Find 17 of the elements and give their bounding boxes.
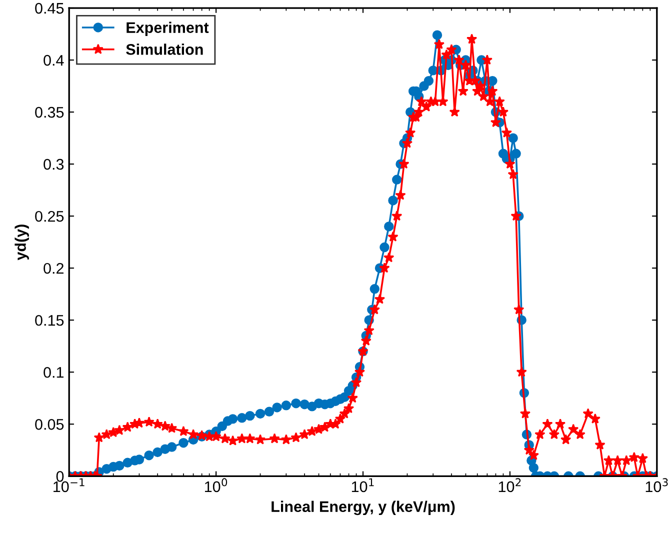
y-tick-label: 0.1 [44,366,64,378]
y-tick-label: 0.3 [44,158,64,170]
y-axis-title: yd(y) [14,224,29,260]
x-tick-label: 10$^{0}$ [205,478,228,492]
y-tick-label: 0.05 [35,419,64,430]
y-tick-label: 0.35 [35,106,64,118]
legend-label: Experiment [126,22,209,36]
y-tick-label: 0.45 [35,2,64,14]
y-tick-label: 0.25 [35,210,64,222]
x-tick-label: 10$^{1}$ [352,478,374,492]
y-tick-label: 0.15 [35,314,64,326]
x-tick-label: 10$^{3}$ [646,478,668,492]
y-tick-label: 0.4 [44,54,64,66]
x-axis-title: Lineal Energy, y (keV/μm) [272,500,455,516]
x-tick-label: 10$^{2}$ [498,478,521,492]
y-tick-label: 0.2 [44,262,64,274]
legend-label: Simulation [126,44,203,55]
